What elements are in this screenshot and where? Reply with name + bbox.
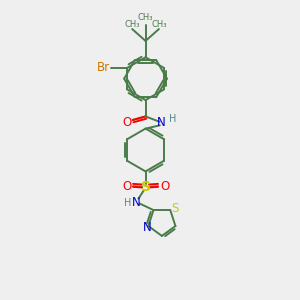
Text: O: O bbox=[122, 116, 131, 129]
Text: N: N bbox=[132, 196, 141, 209]
Text: N: N bbox=[143, 221, 152, 234]
Text: CH₃: CH₃ bbox=[138, 13, 153, 22]
Text: H: H bbox=[124, 199, 131, 208]
Text: O: O bbox=[122, 180, 131, 193]
Text: H: H bbox=[169, 114, 176, 124]
Text: CH₃: CH₃ bbox=[124, 20, 140, 29]
Text: Br: Br bbox=[97, 61, 110, 74]
Text: CH₃: CH₃ bbox=[151, 20, 167, 29]
Text: S: S bbox=[140, 180, 151, 194]
Text: N: N bbox=[157, 116, 165, 130]
Text: O: O bbox=[160, 180, 169, 193]
Text: S: S bbox=[171, 202, 179, 215]
